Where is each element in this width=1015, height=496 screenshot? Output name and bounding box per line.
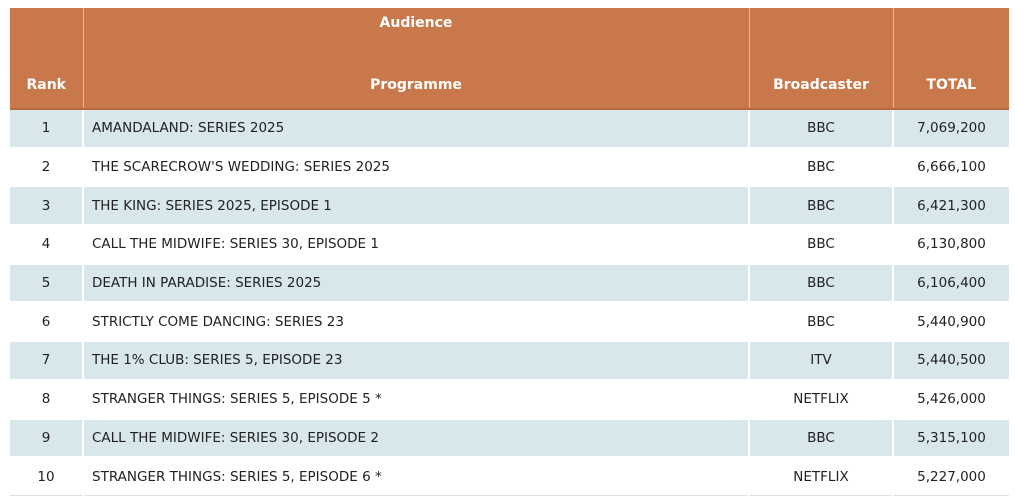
programme-cell: CALL THE MIDWIFE: SERIES 30, EPISODE 1 [82, 225, 750, 265]
total-cell: 6,666,100 [892, 147, 1009, 188]
broadcaster-cell: BBC [748, 263, 894, 304]
broadcaster-cell: NETFLIX [748, 457, 894, 496]
total-cell: 5,440,500 [892, 341, 1009, 381]
programme-cell: THE KING: SERIES 2025, EPISODE 1 [82, 186, 750, 227]
broadcaster-cell: BBC [748, 418, 894, 459]
programme-cell: CALL THE MIDWIFE: SERIES 30, EPISODE 2 [82, 418, 750, 459]
programme-cell: THE SCARECROW'S WEDDING: SERIES 2025 [82, 147, 750, 188]
rank-cell: 1 [10, 109, 84, 149]
total-cell: 6,130,800 [892, 225, 1009, 265]
table-row: 1 AMANDALAND: SERIES 2025 BBC 7,069,200 [10, 109, 1009, 149]
broadcaster-cell: BBC [748, 109, 894, 149]
rank-cell: 7 [10, 341, 84, 381]
total-cell: 7,069,200 [892, 109, 1009, 149]
rank-cell: 4 [10, 225, 84, 265]
table-row: 7 THE 1% CLUB: SERIES 5, EPISODE 23 ITV 5,4… [10, 341, 1009, 381]
programme-cell: STRANGER THINGS: SERIES 5, EPISODE 5 * [82, 379, 750, 420]
total-cell: 6,421,300 [892, 186, 1009, 227]
total-cell: 5,315,100 [892, 418, 1009, 459]
broadcaster-cell: BBC [748, 302, 894, 343]
table-row: 2 THE SCARECROW'S WEDDING: SERIES 2025 BBC… [10, 147, 1009, 188]
programme-cell: DEATH IN PARADISE: SERIES 2025 [82, 263, 750, 304]
programme-cell: STRICTLY COME DANCING: SERIES 23 [82, 302, 750, 343]
header-empty-cell [892, 8, 1009, 61]
table-row: 10 STRANGER THINGS: SERIES 5, EPISODE 6 *… [10, 457, 1009, 496]
programme-column-header[interactable]: Programme [82, 61, 750, 110]
table-row: 8 STRANGER THINGS: SERIES 5, EPISODE 5 * N… [10, 379, 1009, 420]
broadcaster-cell: NETFLIX [748, 379, 894, 420]
total-cell: 5,227,000 [892, 457, 1009, 496]
rank-cell: 10 [10, 457, 84, 496]
broadcaster-column-header[interactable]: Broadcaster [748, 61, 894, 110]
header-row-group: Audience [10, 8, 1009, 61]
programme-cell: STRANGER THINGS: SERIES 5, EPISODE 6 * [82, 457, 750, 496]
audience-group-header: Audience [82, 8, 750, 61]
total-cell: 6,106,400 [892, 263, 1009, 304]
rank-cell: 2 [10, 147, 84, 188]
rank-column-header[interactable]: Rank [10, 61, 84, 110]
table-row: 5 DEATH IN PARADISE: SERIES 2025 BBC 6,106,… [10, 263, 1009, 304]
broadcaster-cell: BBC [748, 147, 894, 188]
rank-cell: 3 [10, 186, 84, 227]
table-row: 6 STRICTLY COME DANCING: SERIES 23 BBC 5,44… [10, 302, 1009, 343]
rank-cell: 6 [10, 302, 84, 343]
total-cell: 5,426,000 [892, 379, 1009, 420]
broadcaster-cell: BBC [748, 186, 894, 227]
programme-cell: THE 1% CLUB: SERIES 5, EPISODE 23 [82, 341, 750, 381]
table-body: 1 AMANDALAND: SERIES 2025 BBC 7,069,200 2 THE… [10, 109, 1009, 496]
total-column-header[interactable]: TOTAL [892, 61, 1009, 110]
table-header: Audience Rank Programme Broadcaster TOTA… [10, 8, 1009, 110]
rank-cell: 5 [10, 263, 84, 304]
total-cell: 5,440,900 [892, 302, 1009, 343]
table-row: 3 THE KING: SERIES 2025, EPISODE 1 BBC 6,42… [10, 186, 1009, 227]
programme-cell: AMANDALAND: SERIES 2025 [82, 109, 750, 149]
audience-ranking-table: Audience Rank Programme Broadcaster TOTA… [10, 8, 1009, 496]
broadcaster-cell: BBC [748, 225, 894, 265]
header-empty-cell [748, 8, 894, 61]
rank-cell: 8 [10, 379, 84, 420]
header-row-columns: Rank Programme Broadcaster TOTAL [10, 61, 1009, 110]
broadcaster-cell: ITV [748, 341, 894, 381]
header-empty-cell [10, 8, 84, 61]
rank-cell: 9 [10, 418, 84, 459]
